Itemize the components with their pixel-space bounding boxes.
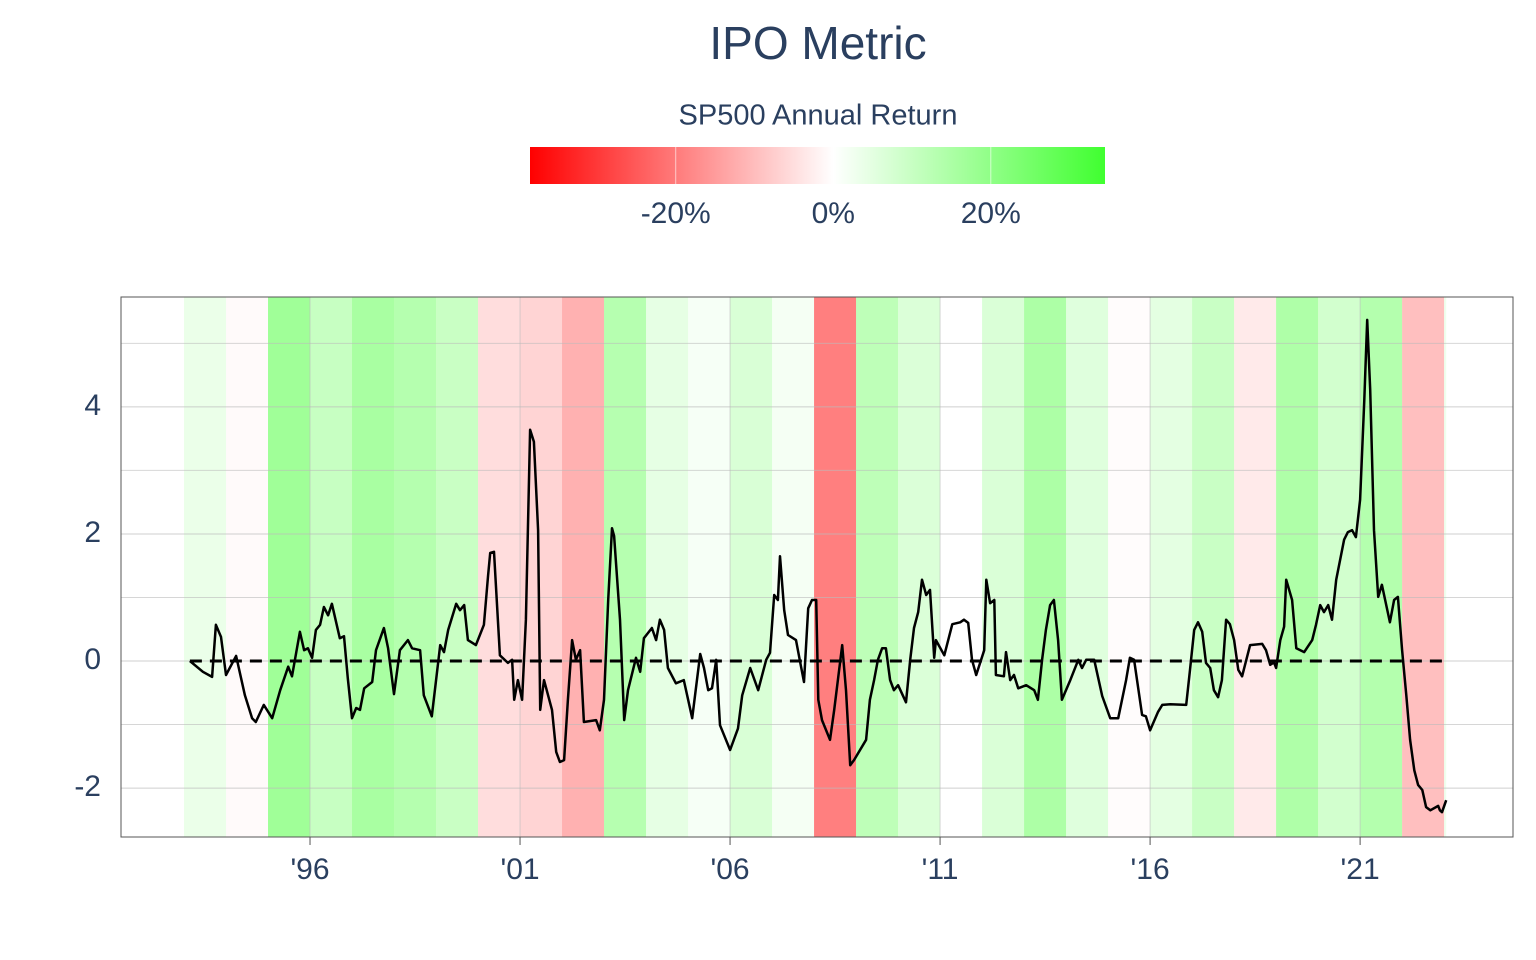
plot-border — [120, 296, 1514, 838]
return-band — [352, 297, 395, 837]
return-band — [436, 297, 479, 837]
x-tick-label: '96 — [290, 853, 329, 886]
return-band — [1444, 297, 1447, 837]
x-tick-label: '01 — [500, 853, 539, 886]
metric-line — [189, 318, 1448, 814]
return-band — [394, 297, 437, 837]
colorbar — [530, 147, 1105, 184]
return-band — [1024, 297, 1067, 837]
return-band — [478, 297, 521, 837]
x-tick-label: '21 — [1341, 853, 1380, 886]
return-band — [184, 297, 227, 837]
colorbar-tick-label: 0% — [812, 197, 855, 230]
return-band — [1276, 297, 1319, 837]
return-band — [268, 297, 311, 837]
return-band — [688, 297, 731, 837]
return-band — [856, 297, 899, 837]
chart-title: IPO Metric — [709, 17, 926, 69]
y-tick-label: 0 — [84, 643, 101, 676]
return-band — [898, 297, 941, 837]
return-band — [1108, 297, 1151, 837]
x-tick-label: '16 — [1131, 853, 1170, 886]
x-tick-label: '06 — [710, 853, 749, 886]
return-band — [730, 297, 773, 837]
colorbar-tick-label: 20% — [961, 197, 1021, 230]
return-band — [1234, 297, 1277, 837]
y-tick-label: 2 — [84, 516, 101, 549]
return-band — [646, 297, 689, 837]
return-band — [1402, 297, 1445, 837]
return-band — [982, 297, 1025, 837]
return-band — [310, 297, 353, 837]
legend-title: SP500 Annual Return — [679, 100, 958, 132]
x-tick-label: '11 — [922, 853, 959, 886]
y-tick-label: -2 — [74, 770, 101, 803]
return-band — [1150, 297, 1193, 837]
return-band — [1360, 297, 1403, 837]
y-tick-label: 4 — [84, 389, 101, 422]
return-band — [562, 297, 605, 837]
return-band — [226, 297, 269, 837]
colorbar-tick-label: -20% — [641, 197, 711, 230]
return-band — [940, 297, 983, 837]
return-band — [1066, 297, 1109, 837]
return-band — [1192, 297, 1235, 837]
